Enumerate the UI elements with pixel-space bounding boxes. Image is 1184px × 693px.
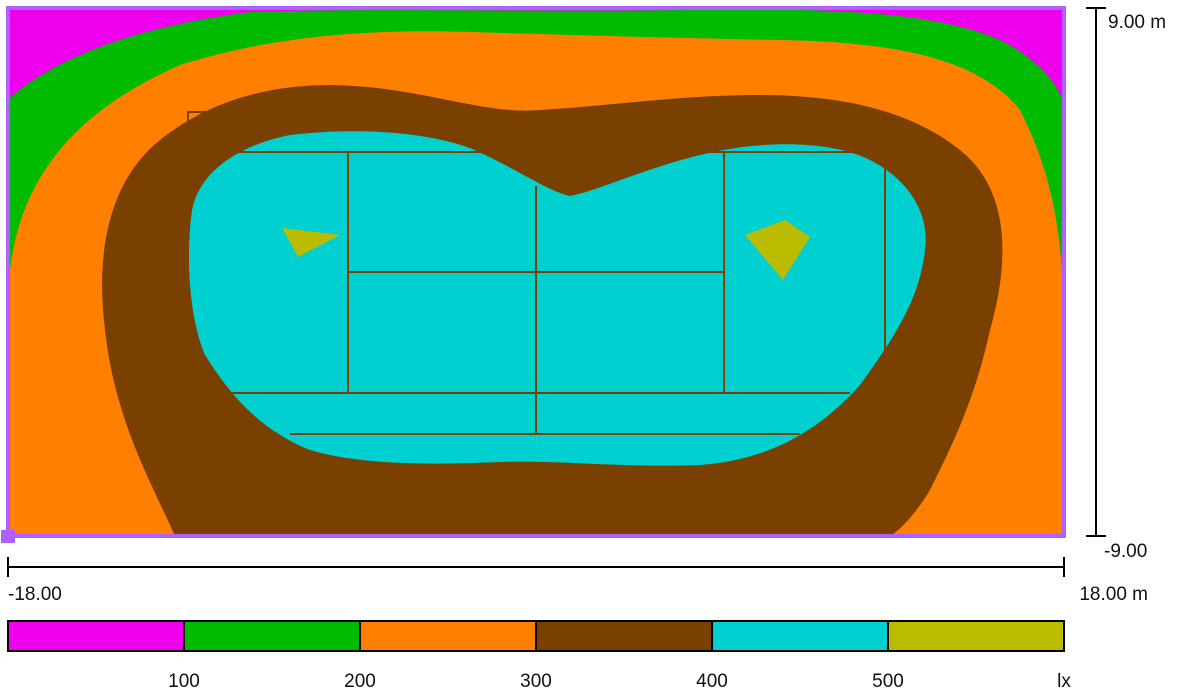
legend-swatch-0-100 — [7, 620, 185, 652]
court-corner-upper-left — [187, 111, 230, 152]
legend-swatch-200-300 — [359, 620, 537, 652]
zone-500-plus-right — [745, 220, 810, 280]
plot-frame — [6, 6, 1066, 538]
legend-swatch-100-200 — [183, 620, 361, 652]
legend-tick-label: 500 — [872, 671, 904, 692]
y-axis-min-label: -9.00 — [1104, 541, 1147, 562]
x-axis — [7, 557, 1065, 577]
legend-swatch-300-400 — [535, 620, 713, 652]
legend-tick-label: 200 — [344, 671, 376, 692]
x-axis-max-label: 18.00 m — [1079, 584, 1148, 605]
legend-tick-label: 400 — [696, 671, 728, 692]
y-axis-max-label: 9.00 m — [1108, 12, 1166, 33]
legend-swatch-500-600 — [887, 620, 1065, 652]
legend-swatch-400-500 — [711, 620, 889, 652]
zone-400-500 — [188, 131, 926, 466]
zone-500-plus-left — [282, 228, 340, 257]
origin-marker — [1, 530, 15, 543]
contour-zones — [8, 8, 1064, 536]
legend-unit-label: lx — [1057, 671, 1071, 692]
court-lines — [187, 111, 886, 435]
legend-tick-label: 100 — [168, 671, 200, 692]
x-axis-min-label: -18.00 — [8, 584, 62, 605]
legend: 100 200 300 400 500 lx — [7, 620, 1071, 692]
legend-tick-label: 300 — [520, 671, 552, 692]
y-axis — [1086, 7, 1106, 537]
